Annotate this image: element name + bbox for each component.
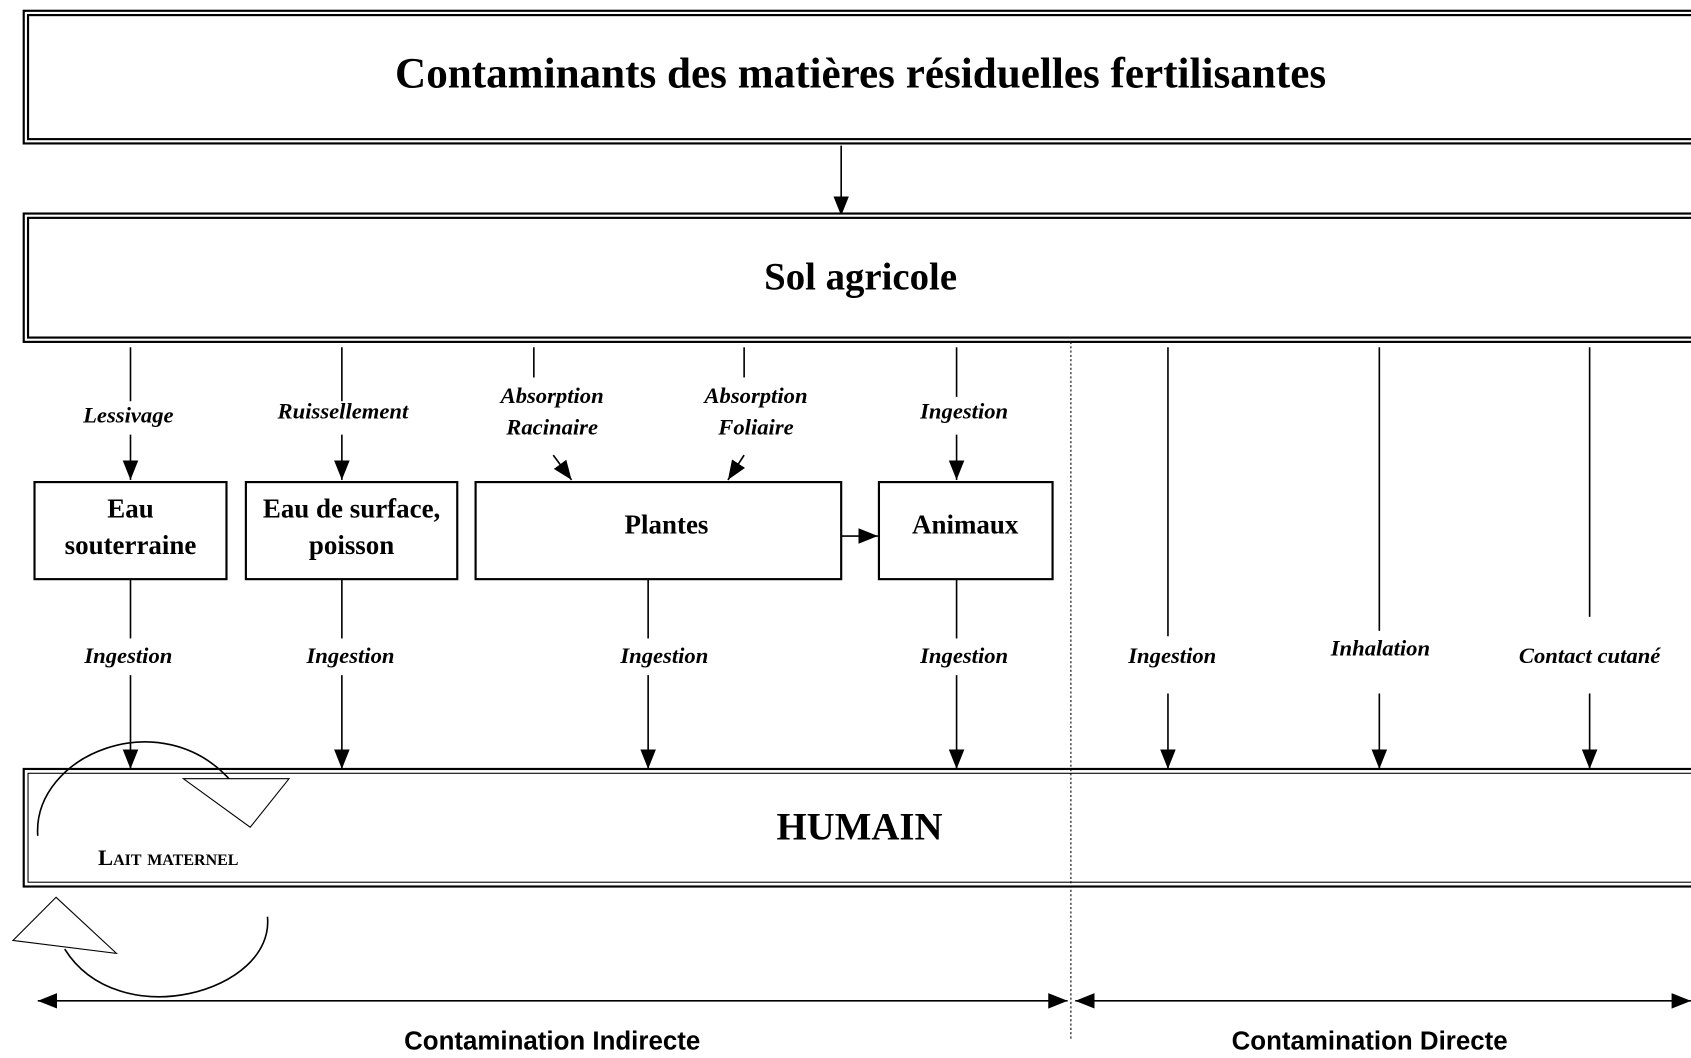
node-label: Eau [107, 493, 153, 523]
layout [11, 9, 1691, 1041]
edge-label: Ingestion [83, 643, 172, 668]
labels: Contaminants des matières résiduelles fe… [65, 51, 1662, 1056]
edge-label: Contact cutané [1519, 643, 1661, 668]
edge-label: Ingestion [919, 398, 1008, 423]
footer-label: Contamination Indirecte [404, 1028, 700, 1056]
edge-label: Foliaire [717, 414, 793, 439]
edge-label: Racinaire [505, 414, 598, 439]
breast-milk-label: Lait maternel [98, 845, 238, 870]
edge-label: Inhalation [1330, 636, 1430, 661]
edge-label: Ingestion [1127, 643, 1216, 668]
edge-label: Ruissellement [277, 398, 409, 423]
node-label: poisson [309, 530, 394, 560]
edge-label: Ingestion [305, 643, 394, 668]
edge-label: Absorption [702, 383, 807, 408]
human-label: HUMAIN [777, 805, 943, 848]
soil-label: Sol agricole [764, 255, 957, 298]
node-label: souterraine [65, 530, 197, 560]
edge-label: Ingestion [619, 643, 708, 668]
footer-label: Contamination Directe [1232, 1028, 1508, 1056]
node-label: Animaux [912, 510, 1019, 540]
edge-label: Ingestion [919, 643, 1008, 668]
edge-label: Lessivage [82, 403, 173, 428]
title: Contaminants des matières résiduelles fe… [395, 51, 1326, 98]
node-label: Eau de surface, [263, 493, 440, 523]
node-label: Plantes [625, 510, 709, 540]
edge-label: Absorption [499, 383, 604, 408]
